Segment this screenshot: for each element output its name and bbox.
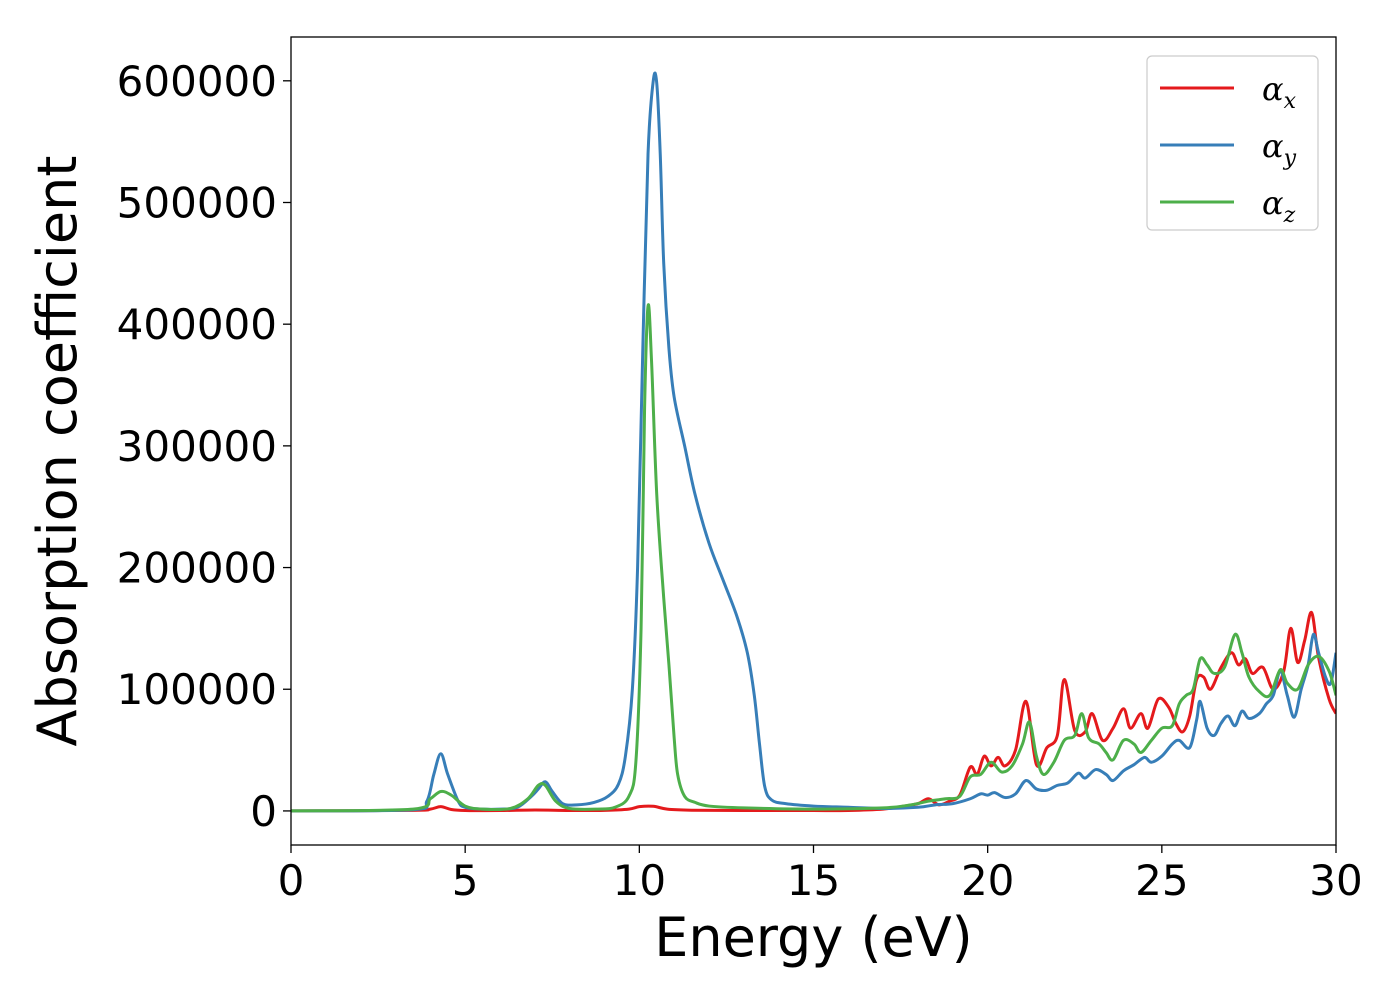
legend: αx αy αz (1146, 55, 1319, 231)
x-tick-label: 25 (1135, 856, 1188, 905)
y-tick-label: 100000 (117, 665, 277, 714)
legend-label-alpha-z: αz (1262, 184, 1296, 228)
series-line-alpha-x (291, 611, 1336, 813)
x-tick-label: 30 (1309, 856, 1362, 905)
legend-box (1146, 55, 1319, 231)
series-line-alpha-z (291, 303, 1336, 813)
axes: 0 5 10 15 20 25 30 0 100000 200000 300000 400000 500… (117, 36, 1363, 905)
plot-area (291, 71, 1336, 813)
x-tick-label: 15 (787, 856, 840, 905)
y-tick-label: 0 (250, 787, 277, 836)
y-tick-label: 500000 (117, 178, 277, 227)
x-tick-label: 10 (613, 856, 666, 905)
y-tick-label: 300000 (117, 422, 277, 471)
y-tick-label: 400000 (117, 300, 277, 349)
x-tick-label: 0 (278, 856, 305, 905)
series-line-alpha-y (291, 71, 1336, 813)
x-tick-label: 20 (961, 856, 1014, 905)
x-tick-label: 5 (452, 856, 479, 905)
x-axis-title: Energy (eV) (654, 906, 973, 969)
y-tick-label: 600000 (117, 57, 277, 106)
y-tick-label: 200000 (117, 544, 277, 593)
y-axis-title: Absorption coefficient (26, 156, 89, 747)
legend-label-alpha-x: αx (1262, 70, 1297, 114)
legend-label-alpha-y: αy (1262, 127, 1297, 171)
